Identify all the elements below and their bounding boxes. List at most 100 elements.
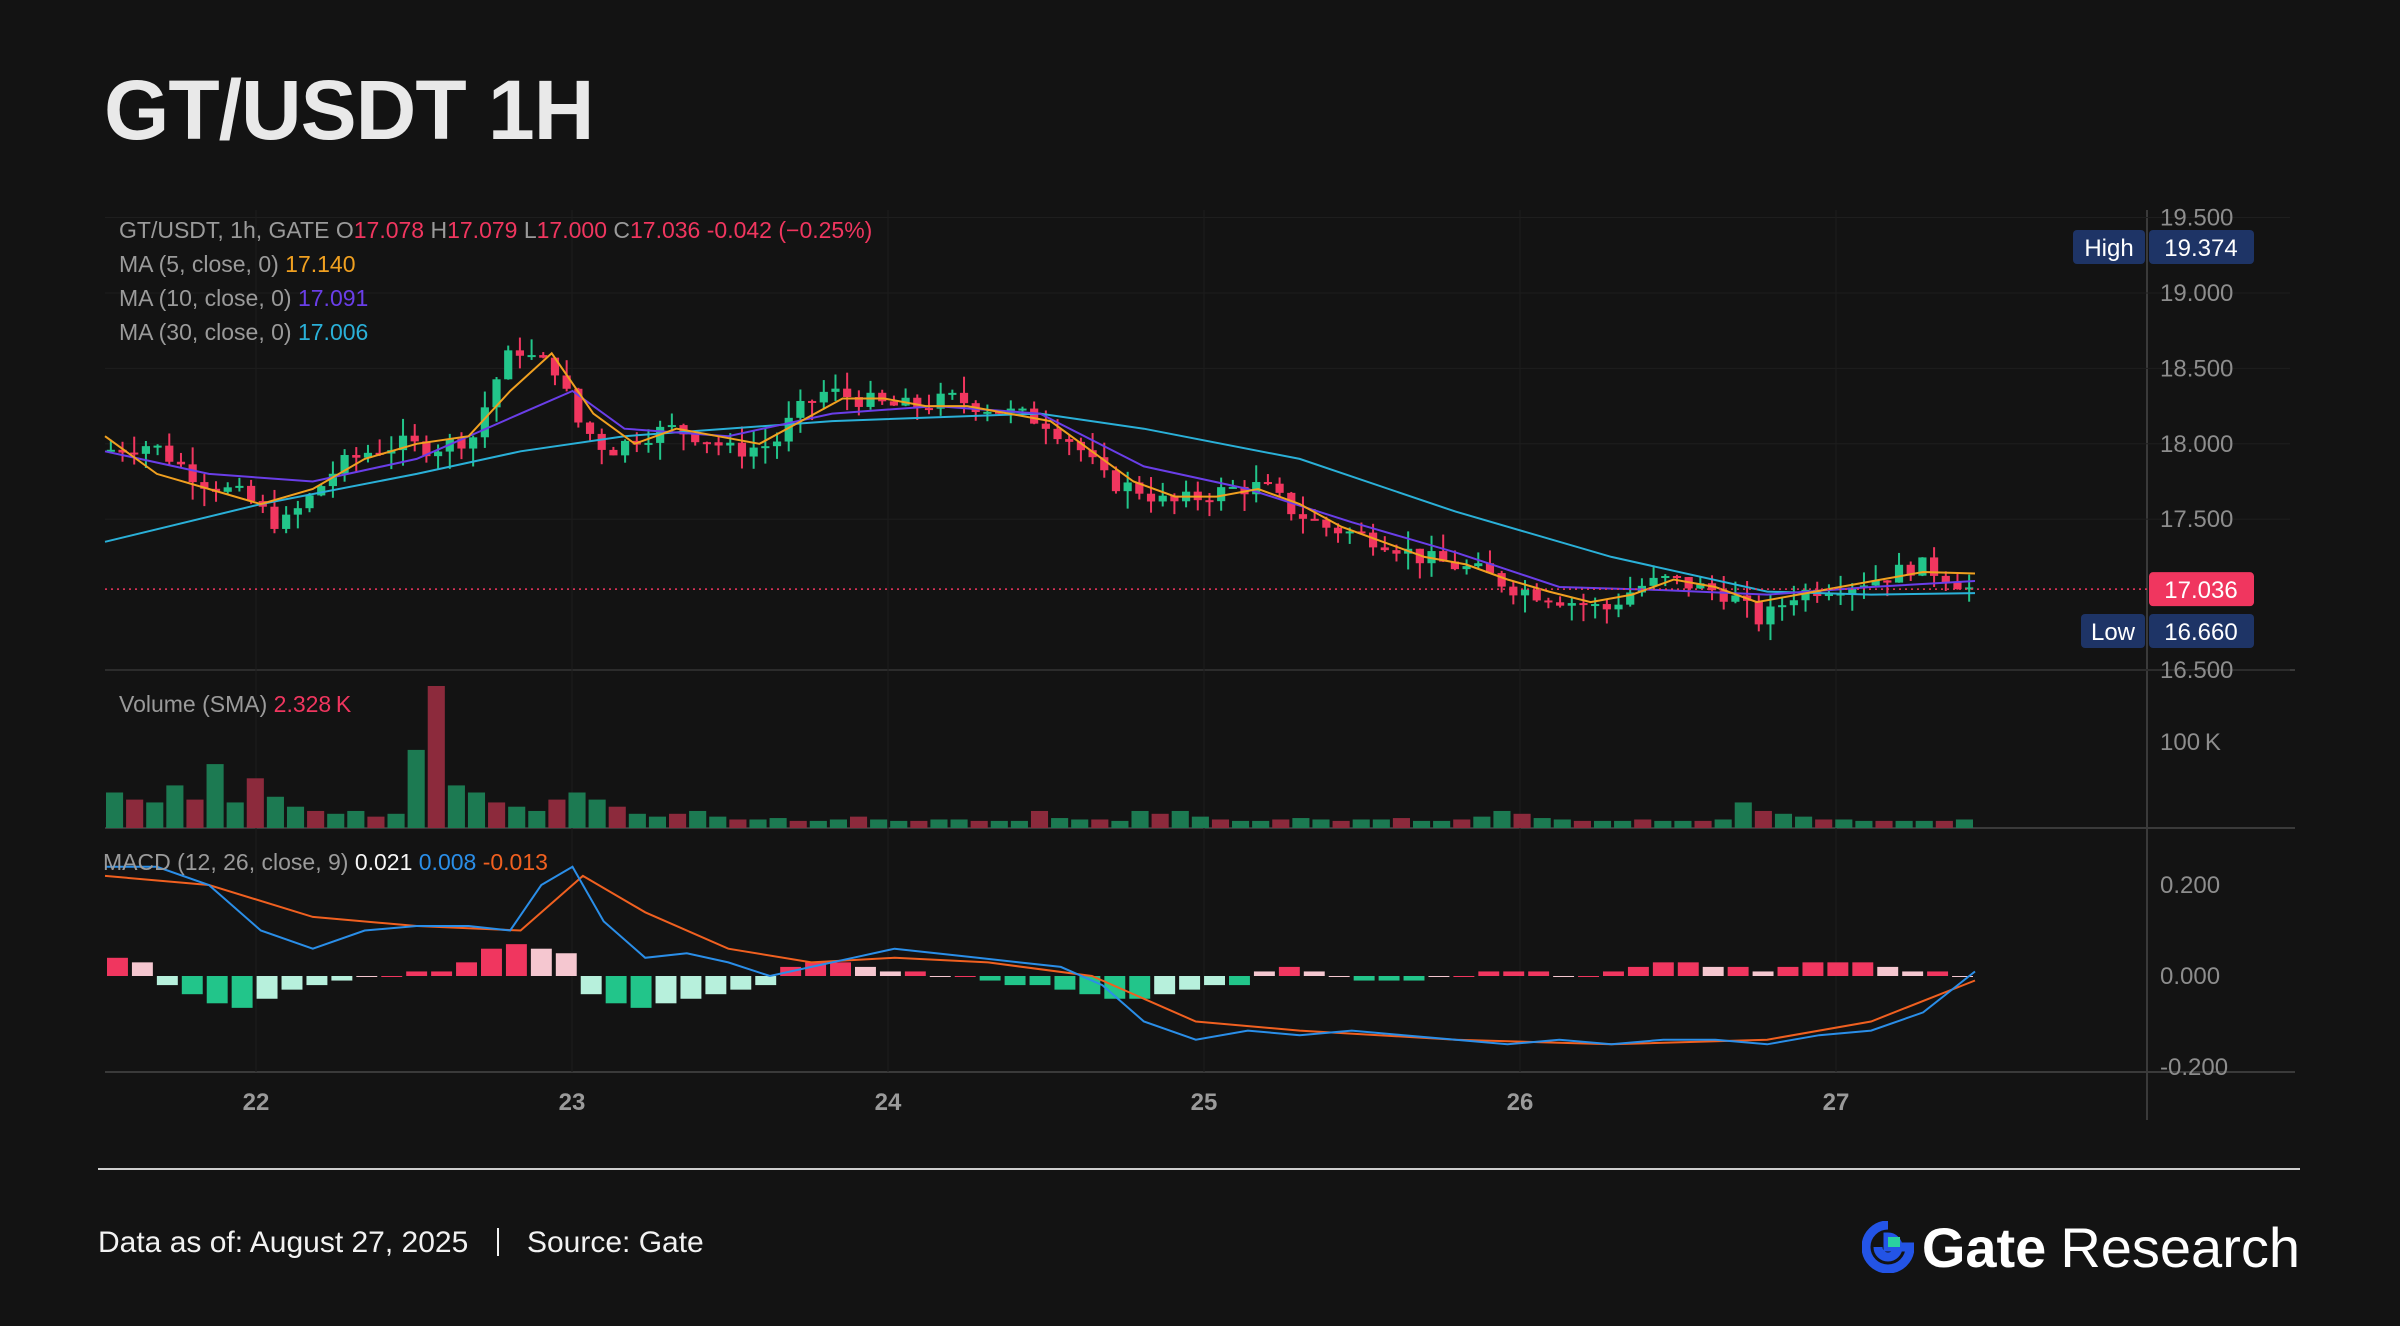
candle-body bbox=[1591, 604, 1600, 607]
volume-bar bbox=[1131, 810, 1149, 828]
high-label-bg bbox=[2073, 230, 2145, 264]
volume-bar bbox=[286, 806, 305, 828]
macd-histogram-bar bbox=[1029, 976, 1051, 986]
candle-body bbox=[749, 447, 758, 457]
macd-histogram-bar bbox=[1802, 962, 1824, 976]
candle-body bbox=[223, 487, 232, 492]
volume-bar bbox=[508, 806, 526, 828]
candle-body bbox=[352, 455, 361, 458]
candle-body bbox=[1520, 589, 1530, 596]
last-price-badge-bg bbox=[2149, 572, 2254, 607]
volume-legend: Volume (SMA) 2.328 K bbox=[119, 691, 352, 717]
volume-bar bbox=[1352, 819, 1370, 828]
volume-bar bbox=[990, 820, 1008, 828]
time-tick-label: 26 bbox=[1507, 1089, 1534, 1116]
candle-body bbox=[1310, 518, 1319, 521]
macd-histogram-bar bbox=[131, 962, 153, 976]
volume-bar bbox=[1252, 820, 1270, 828]
volume-bar bbox=[1372, 819, 1390, 828]
candle-body bbox=[1369, 532, 1378, 548]
macd-histogram-bar bbox=[1777, 966, 1799, 976]
volume-bar bbox=[648, 816, 667, 828]
price-tick-label: 16.500 bbox=[2160, 657, 2233, 684]
volume-bar bbox=[1191, 816, 1209, 828]
candle-body bbox=[1439, 551, 1448, 562]
candle-body bbox=[1719, 590, 1728, 602]
volume-bar bbox=[1714, 819, 1732, 828]
candle-body bbox=[1918, 557, 1927, 576]
macd-histogram-bar bbox=[231, 976, 253, 1008]
macd-signal-line bbox=[104, 874, 1976, 1046]
candle-body bbox=[1906, 564, 1915, 576]
volume-bar bbox=[930, 819, 948, 828]
candle-body bbox=[1053, 428, 1062, 440]
macd-histogram-bar bbox=[381, 976, 403, 977]
macd-histogram-bar bbox=[1129, 976, 1151, 999]
volume-bar bbox=[166, 785, 184, 828]
volume-bar bbox=[427, 686, 445, 828]
candle-body bbox=[1883, 580, 1892, 583]
macd-histogram-bar bbox=[705, 976, 727, 995]
macd-histogram-bar bbox=[107, 957, 128, 976]
macd-histogram-bar bbox=[1727, 966, 1749, 976]
macd-histogram-bar bbox=[929, 976, 951, 977]
candle-body bbox=[293, 508, 302, 515]
candle-body bbox=[118, 449, 127, 453]
footer-separator bbox=[496, 1228, 499, 1256]
macd-histogram-bar bbox=[954, 976, 976, 977]
candle-body bbox=[714, 442, 723, 446]
volume-bar bbox=[870, 819, 888, 828]
candle-body bbox=[422, 441, 431, 457]
volume-bar bbox=[1614, 820, 1632, 828]
candle-body bbox=[1567, 603, 1576, 606]
candle-body bbox=[317, 486, 326, 496]
candle-body bbox=[1474, 563, 1483, 567]
candle-body bbox=[772, 441, 782, 447]
candle-body bbox=[141, 446, 150, 454]
candle-body bbox=[843, 388, 852, 398]
macd-histogram-bar bbox=[1852, 962, 1874, 976]
candle-body bbox=[1380, 547, 1389, 551]
candle-body bbox=[1345, 531, 1354, 534]
volume-bar bbox=[1453, 819, 1471, 828]
candle-body bbox=[363, 452, 373, 458]
candle-body bbox=[831, 388, 840, 392]
candle-body bbox=[106, 449, 115, 452]
volume-bar bbox=[1433, 820, 1451, 828]
ma5-line bbox=[104, 351, 1976, 604]
macd-histogram-bar bbox=[1927, 971, 1949, 976]
candle-body bbox=[644, 442, 653, 445]
volume-bar bbox=[1734, 802, 1752, 828]
candle-body bbox=[1941, 575, 1950, 583]
volume-bar bbox=[1151, 813, 1169, 828]
brand-name: Gate bbox=[1921, 1215, 2047, 1279]
volume-bar bbox=[528, 810, 546, 828]
ma-legend-1: MA (10, close, 0) 17.091 bbox=[119, 285, 368, 311]
candle-body bbox=[562, 375, 571, 389]
candle-body bbox=[1298, 514, 1308, 519]
volume-bar bbox=[1754, 810, 1772, 828]
macd-histogram-bar bbox=[855, 966, 876, 976]
candle-body bbox=[1696, 583, 1705, 589]
macd-histogram-bar bbox=[580, 976, 602, 995]
macd-histogram-bar bbox=[1752, 971, 1774, 976]
volume-bar bbox=[1935, 820, 1953, 828]
volume-bar bbox=[809, 820, 827, 828]
candle-body bbox=[1065, 439, 1074, 442]
candle-body bbox=[1754, 600, 1763, 625]
volume-bar bbox=[1835, 819, 1853, 828]
candle-body bbox=[1030, 408, 1039, 424]
volume-bar bbox=[789, 820, 807, 828]
volume-bar bbox=[689, 810, 707, 828]
macd-histogram-bar bbox=[181, 976, 203, 995]
volume-bar bbox=[1553, 819, 1571, 828]
macd-histogram-bar bbox=[1952, 976, 1973, 977]
candle-body bbox=[691, 434, 700, 443]
candle-body bbox=[1462, 566, 1471, 570]
brand-logo: Gate Research bbox=[1861, 1212, 2300, 1282]
candle-body bbox=[574, 388, 583, 423]
ma30-line bbox=[104, 412, 1976, 596]
candle-body bbox=[492, 379, 501, 408]
candle-body bbox=[480, 407, 489, 438]
candle-body bbox=[924, 408, 934, 411]
